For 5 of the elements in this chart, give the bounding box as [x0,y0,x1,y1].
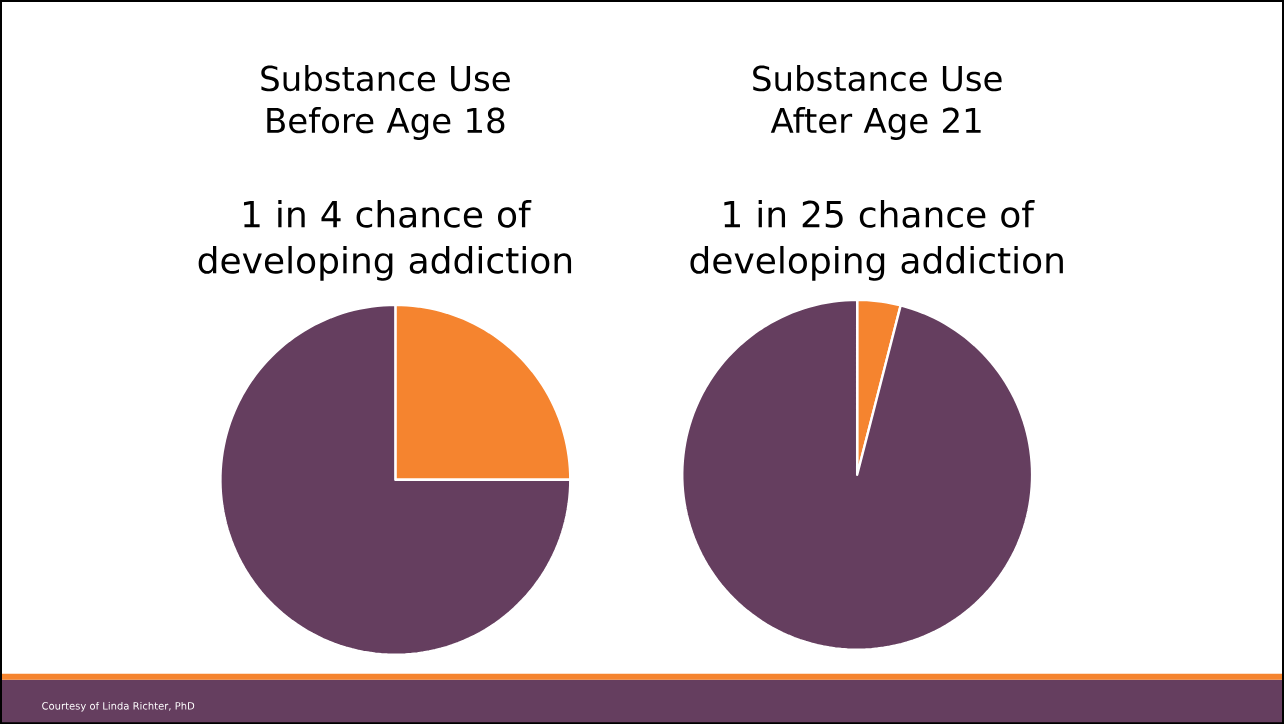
chart-title: Substance Use After Age 21 [753,64,1002,140]
chart-subtitle: 1 in 4 chance of developing addiction [198,199,572,281]
chart-subtitle: 1 in 25 chance of developing addiction [690,199,1063,281]
text: Courtesy of Linda Richter, PhD [42,701,195,712]
chart-title: Substance Use Before Age 18 [261,64,510,140]
